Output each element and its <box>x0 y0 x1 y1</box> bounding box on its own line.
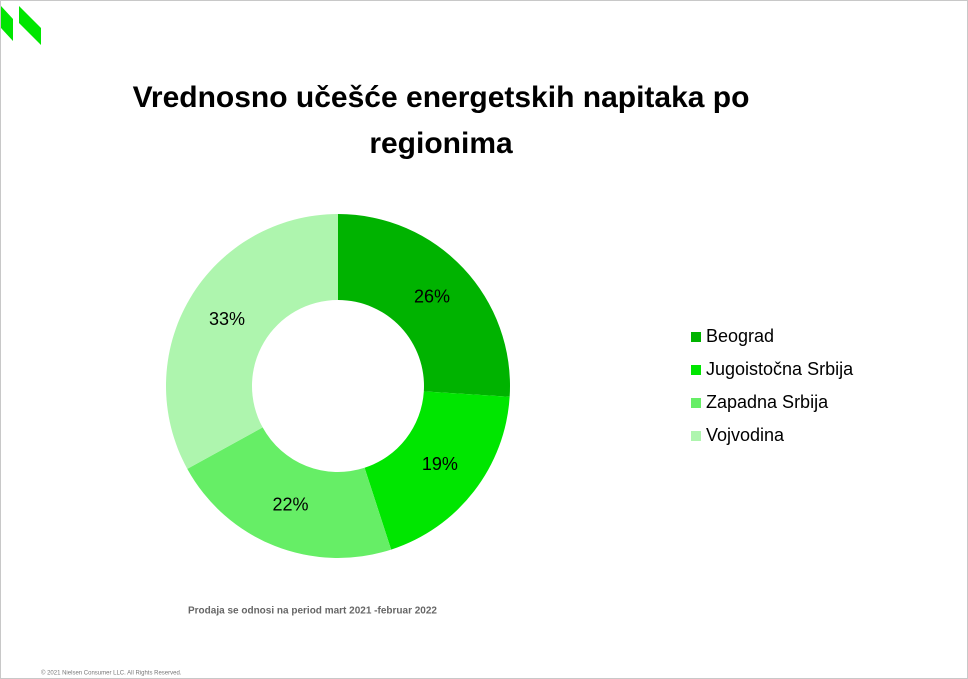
data-label: 19% <box>422 454 458 474</box>
donut-slice <box>364 391 510 550</box>
chart-title: Vrednosno učešće energetskih napitaka po… <box>132 81 750 160</box>
donut-slice <box>338 214 510 397</box>
data-label: 33% <box>209 309 245 329</box>
legend-label: Jugoistočna Srbija <box>706 359 854 379</box>
legend-label: Beograd <box>706 326 774 346</box>
legend-label: Zapadna Srbija <box>706 392 829 412</box>
copyright: © 2021 Nielsen Consumer LLC. All Rights … <box>41 670 182 677</box>
data-label: 26% <box>414 286 450 306</box>
donut-slice <box>187 427 392 558</box>
legend-swatch <box>691 332 701 342</box>
legend-swatch <box>691 398 701 408</box>
data-label: 22% <box>272 495 308 515</box>
donut-slice <box>166 214 338 469</box>
legend-swatch <box>691 431 701 441</box>
logo <box>1 6 13 41</box>
legend-swatch <box>691 365 701 375</box>
logo <box>19 6 41 45</box>
legend-label: Vojvodina <box>706 425 785 445</box>
note: Prodaja se odnosi na period mart 2021 -f… <box>188 606 437 617</box>
